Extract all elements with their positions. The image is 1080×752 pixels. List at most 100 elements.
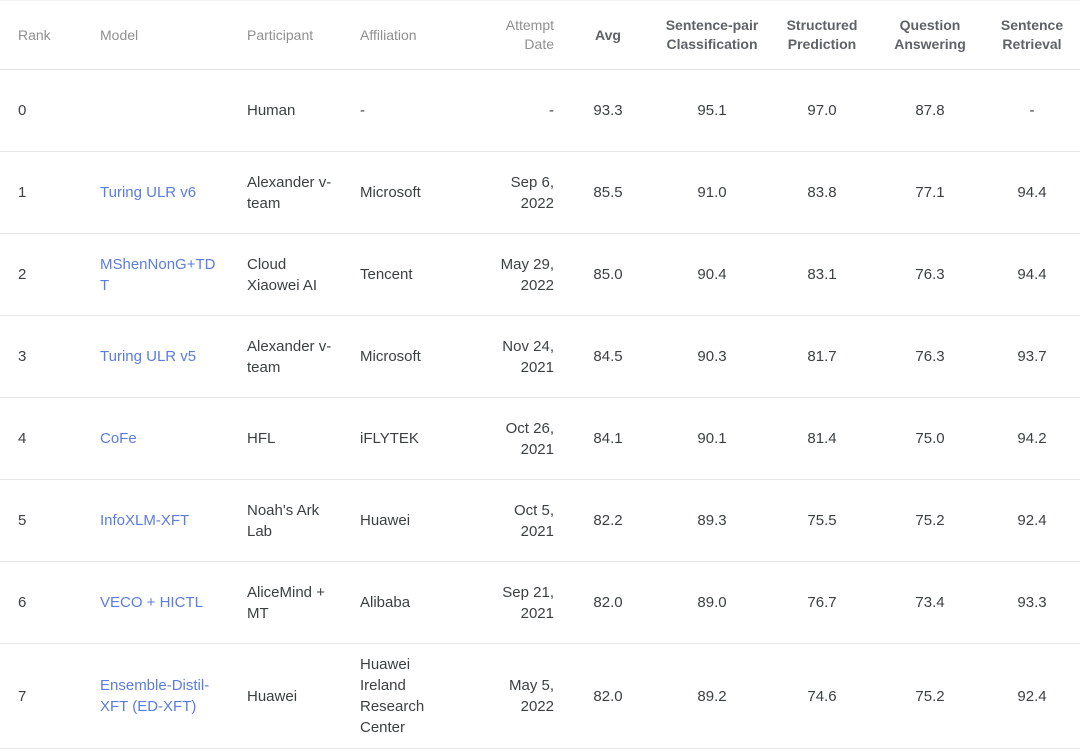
avg-cell: 85.0 [560,233,656,316]
attempt-date-value: Nov 24, 2021 [502,337,554,376]
sentence-pair-classification-cell: 89.0 [656,561,768,644]
model-cell: Polyglot [82,748,229,752]
rank-cell: 2 [0,233,82,316]
rank-cell: 8 [0,748,82,752]
model-cell: Ensemble-Distil-XFT (ED-XFT) [82,643,229,749]
attempt-date-cell: Nov 24, 2021 [460,315,560,398]
affiliation-cell: - [342,69,460,152]
model-cell: MShenNonG+TDT [82,233,229,316]
model-link[interactable]: MShenNonG+TDT [100,255,216,294]
column-header-participant: Participant [229,0,342,70]
column-header-attempt-date: Attempt Date [460,0,560,70]
avg-cell: 82.0 [560,643,656,749]
avg-cell: 82.0 [560,561,656,644]
attempt-date-value: Sep 6, 2022 [510,173,554,212]
rank-cell: 4 [0,397,82,480]
table-row: 5 InfoXLM-XFT Noah's Ark Lab Huawei Oct … [0,479,1080,562]
attempt-date-cell: Oct 26, 2021 [460,397,560,480]
affiliation-cell: Microsoft [342,151,460,234]
participant-cell: Noah's Ark Lab [229,479,342,562]
model-link[interactable]: CoFe [100,430,137,447]
table-body: 0 Human - - 93.3 95.1 97.0 87.8 - 1 Turi… [0,69,1080,752]
column-header-avg: Avg [560,0,656,70]
rank-cell: 3 [0,315,82,398]
sentence-retrieval-cell: 94.2 [984,397,1080,480]
sentence-retrieval-cell: - [984,69,1080,152]
structured-prediction-cell: 76.7 [768,561,876,644]
model-link[interactable]: VECO + HICTL [100,594,203,611]
model-cell: CoFe [82,397,229,480]
affiliation-cell: Alibaba [342,561,460,644]
structured-prediction-cell: 75.5 [768,479,876,562]
header-row: Rank Model Participant Affiliation Attem… [0,0,1080,70]
table-row: 0 Human - - 93.3 95.1 97.0 87.8 - [0,69,1080,152]
model-link[interactable]: InfoXLM-XFT [100,512,190,529]
model-cell: VECO + HICTL [82,561,229,644]
sentence-pair-classification-cell: 88.3 [656,748,768,752]
attempt-date-cell: May 29, 2022 [460,233,560,316]
question-answering-cell: 75.2 [876,643,984,749]
affiliation-cell: iFLYTEK [342,397,460,480]
table-row: 7 Ensemble-Distil-XFT (ED-XFT) Huawei Hu… [0,643,1080,749]
rank-cell: 6 [0,561,82,644]
column-header-sentence-retrieval: Sentence Retrieval [984,0,1080,70]
question-answering-cell: 71.9 [876,748,984,752]
avg-cell: 82.2 [560,479,656,562]
sentence-retrieval-cell: 93.7 [984,315,1080,398]
structured-prediction-cell: 74.6 [768,643,876,749]
affiliation-cell: Tencent [342,233,460,316]
column-header-model: Model [82,0,229,70]
rank-cell: 0 [0,69,82,152]
structured-prediction-cell: 83.1 [768,233,876,316]
participant-cell: Human [229,69,342,152]
attempt-date-cell: Sep 21, 2021 [460,561,560,644]
attempt-date-header-label: Attempt Date [505,17,554,52]
participant-cell: Huawei [229,643,342,749]
structured-prediction-cell: 80.6 [768,748,876,752]
table-row: 4 CoFe HFL iFLYTEK Oct 26, 2021 84.1 90.… [0,397,1080,480]
model-link[interactable]: Turing ULR v6 [100,184,197,201]
question-answering-cell: 77.1 [876,151,984,234]
attempt-date-cell: Sep 6, 2022 [460,151,560,234]
avg-cell: 84.5 [560,315,656,398]
table-header: Rank Model Participant Affiliation Attem… [0,0,1080,70]
model-cell: Turing ULR v6 [82,151,229,234]
sentence-pair-classification-cell: 90.3 [656,315,768,398]
column-header-question-answering: Question Answering [876,0,984,70]
column-header-rank: Rank [0,0,82,70]
question-answering-cell: 73.4 [876,561,984,644]
question-answering-cell: 87.8 [876,69,984,152]
structured-prediction-cell: 81.4 [768,397,876,480]
question-answering-cell: 75.0 [876,397,984,480]
structured-prediction-cell: 81.7 [768,315,876,398]
participant-cell: Alexander v-team [229,151,342,234]
sentence-pair-classification-cell: 91.0 [656,151,768,234]
affiliation-cell: Microsoft [342,315,460,398]
attempt-date-value: - [549,102,554,119]
affiliation-cell: Huawei [342,479,460,562]
sentence-retrieval-cell: 92.4 [984,479,1080,562]
table-row: 3 Turing ULR v5 Alexander v-team Microso… [0,315,1080,398]
model-cell: Turing ULR v5 [82,315,229,398]
attempt-date-value: Sep 21, 2021 [502,583,554,622]
table-row: 8 Polyglot MLNLC ByteDance Apr 29, 2021 … [0,748,1080,752]
affiliation-cell: Huawei Ireland Research Center [342,643,460,749]
avg-cell: 84.1 [560,397,656,480]
question-answering-cell: 76.3 [876,315,984,398]
rank-cell: 5 [0,479,82,562]
model-link[interactable]: Turing ULR v5 [100,348,197,365]
sentence-retrieval-cell: 92.4 [984,643,1080,749]
column-header-affiliation: Affiliation [342,0,460,70]
structured-prediction-cell: 97.0 [768,69,876,152]
attempt-date-cell: - [460,69,560,152]
sentence-retrieval-cell: 94.4 [984,233,1080,316]
table-row: 2 MShenNonG+TDT Cloud Xiaowei AI Tencent… [0,233,1080,316]
participant-cell: HFL [229,397,342,480]
avg-cell: 81.7 [560,748,656,752]
table-row: 1 Turing ULR v6 Alexander v-team Microso… [0,151,1080,234]
rank-cell: 7 [0,643,82,749]
model-cell [82,69,229,152]
sentence-retrieval-cell: 90.8 [984,748,1080,752]
participant-cell: Cloud Xiaowei AI [229,233,342,316]
model-link[interactable]: Ensemble-Distil-XFT (ED-XFT) [100,677,210,715]
